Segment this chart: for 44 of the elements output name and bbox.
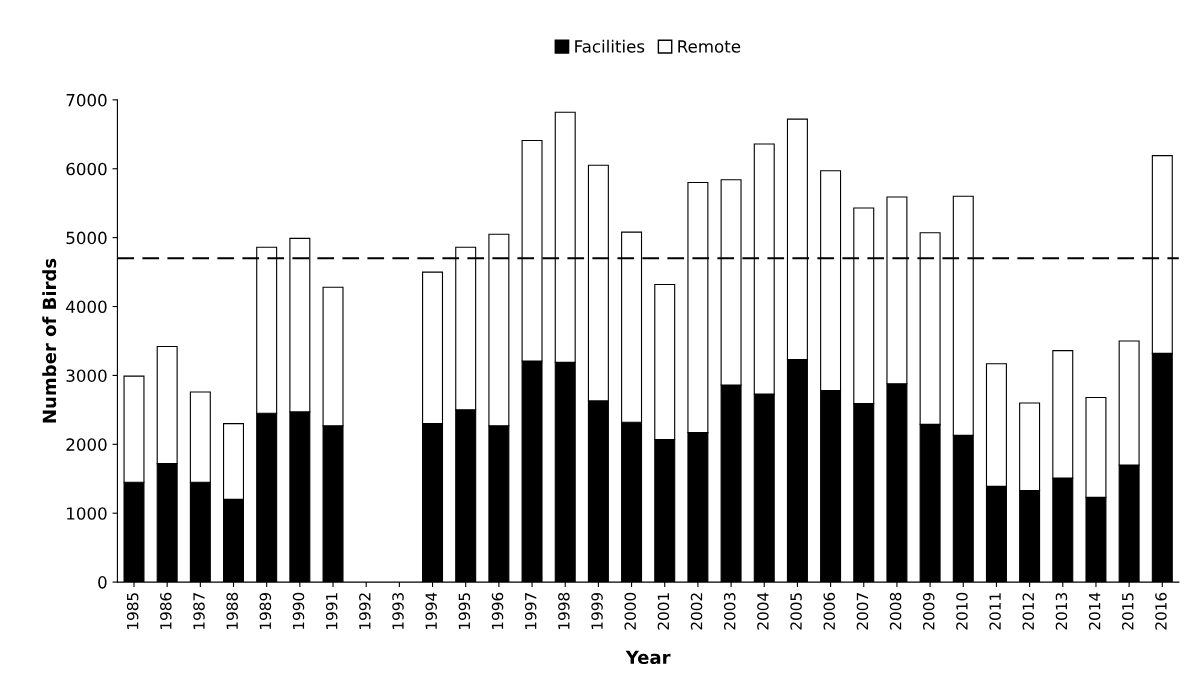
x-tick-label: 1986	[160, 592, 172, 630]
x-tick-label: 1997	[524, 593, 537, 630]
y-tick-label: 0	[98, 576, 107, 589]
x-tick-label: 1992	[359, 593, 371, 630]
x-tick-label: 2014	[1088, 592, 1101, 630]
legend-label: Facilities	[575, 39, 645, 53]
x-tick-label: 2015	[1122, 593, 1134, 630]
x-tick-label: 2016	[1155, 592, 1167, 630]
y-tick-label: 1000	[67, 507, 107, 520]
x-tick-label: 2010	[956, 592, 968, 630]
x-tick-label: 1988	[226, 592, 238, 630]
x-tick-label: 2008	[889, 592, 902, 630]
x-tick-label: 1993	[392, 593, 404, 630]
x-tick-label: 2002	[690, 593, 703, 630]
y-tick-label: 3000	[66, 369, 107, 382]
x-tick-label: 2006	[823, 592, 836, 630]
y-tick-label: 4000	[66, 300, 107, 314]
y-tick-label: 5000	[66, 231, 107, 245]
x-tick-label: 1998	[558, 592, 570, 630]
x-tick-label: 2013	[1055, 593, 1068, 630]
x-axis-title: Year	[625, 650, 671, 665]
x-tick-label: 1990	[292, 592, 305, 630]
x-tick-label: 1989	[259, 592, 272, 630]
x-tick-label: 1996	[491, 592, 504, 630]
x-tick-label: 1987	[193, 593, 205, 630]
x-tick-label: 2005	[790, 593, 802, 630]
x-tick-label: 1985	[126, 593, 139, 630]
x-tick-label: 2012	[1022, 593, 1035, 630]
x-tick-label: 2009	[922, 592, 935, 630]
x-tick-label: 1999	[591, 592, 603, 630]
y-tick-label: 2000	[66, 438, 107, 451]
x-tick-label: 2003	[723, 593, 736, 630]
legend-label: Remote	[678, 40, 741, 53]
x-tick-label: 1995	[458, 593, 471, 630]
y-tick-label: 6000	[66, 162, 107, 176]
x-tick-label: 2001	[657, 593, 670, 630]
x-tick-label: 2007	[856, 593, 869, 630]
y-tick-label: 7000	[66, 93, 107, 107]
x-tick-label: 2000	[624, 592, 636, 630]
x-tick-label: 2011	[989, 593, 1001, 630]
x-tick-label: 1991	[325, 593, 338, 630]
x-tick-label: 1994	[425, 592, 437, 630]
y-axis-title: Number of Birds	[42, 258, 57, 423]
x-tick-label: 2004	[757, 592, 769, 630]
